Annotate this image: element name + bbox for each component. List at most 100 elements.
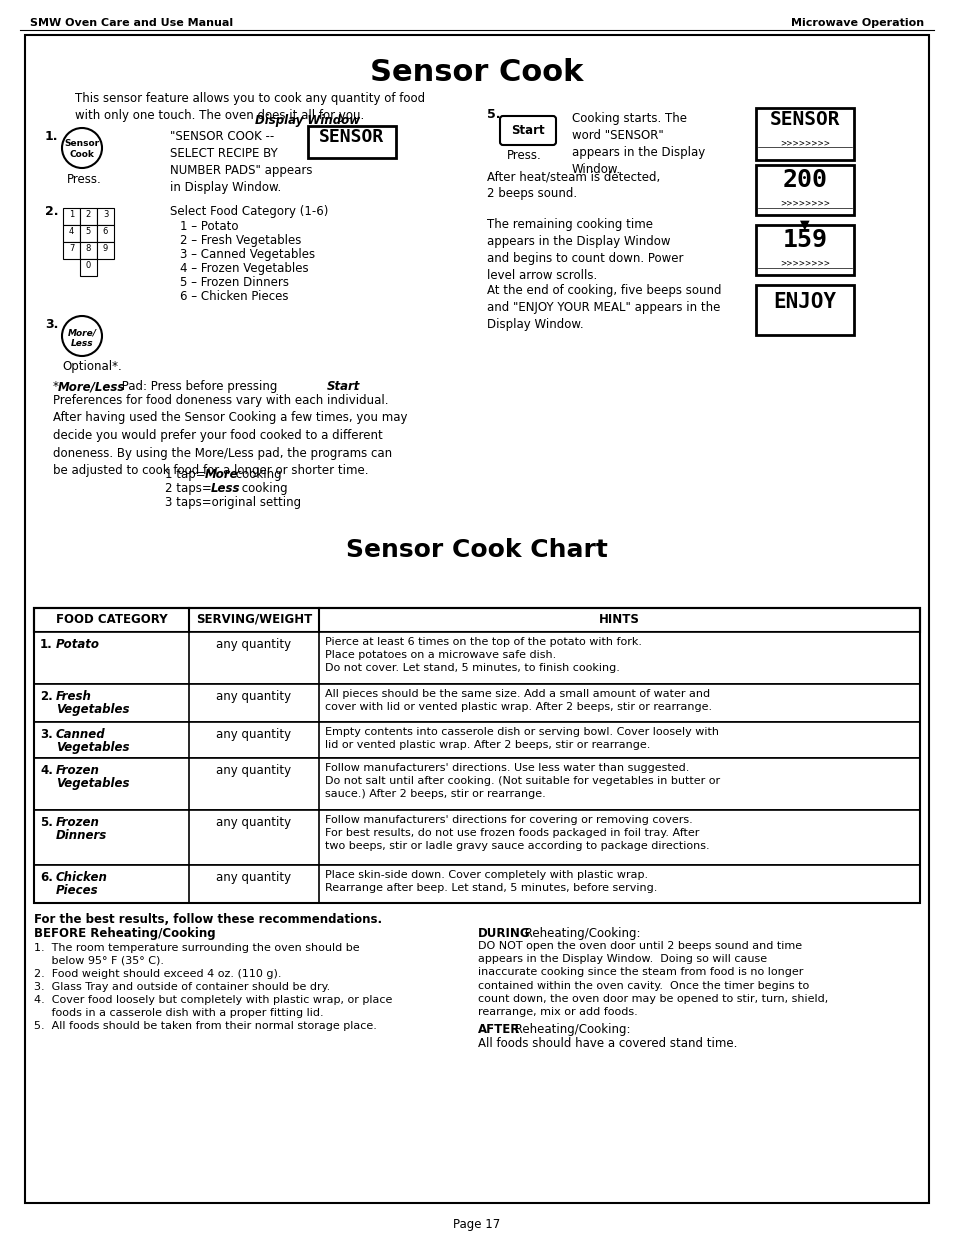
Text: 4 – Frozen Vegetables: 4 – Frozen Vegetables (180, 262, 309, 275)
Text: Sensor Cook: Sensor Cook (370, 58, 583, 86)
Bar (34, 684, 919, 722)
Text: 6: 6 (103, 227, 108, 236)
Text: any quantity: any quantity (216, 816, 292, 829)
Text: More: More (205, 468, 238, 480)
Text: Vegetables: Vegetables (56, 741, 130, 755)
Bar (80, 242, 97, 259)
Text: any quantity: any quantity (216, 764, 292, 777)
Bar (755, 225, 853, 275)
Text: Pieces: Pieces (56, 884, 98, 897)
FancyBboxPatch shape (499, 116, 556, 144)
Text: Place skin-side down. Cover completely with plastic wrap.
Rearrange after beep. : Place skin-side down. Cover completely w… (325, 869, 657, 893)
Text: 0: 0 (86, 261, 91, 270)
Text: 5.  All foods should be taken from their normal storage place.: 5. All foods should be taken from their … (34, 1021, 376, 1031)
Text: 5 – Frozen Dinners: 5 – Frozen Dinners (180, 275, 289, 289)
Text: More/
Less: More/ Less (68, 329, 96, 348)
Text: Press.: Press. (506, 149, 541, 162)
Text: 4: 4 (69, 227, 74, 236)
Text: >>>>>>>>: >>>>>>>> (780, 138, 829, 147)
Text: 1 tap=: 1 tap= (165, 468, 206, 480)
Text: SERVING/WEIGHT: SERVING/WEIGHT (195, 613, 312, 626)
Text: >>>>>>>>: >>>>>>>> (780, 258, 829, 267)
Text: SMW Oven Care and Use Manual: SMW Oven Care and Use Manual (30, 19, 233, 28)
Text: 3 – Canned Vegetables: 3 – Canned Vegetables (180, 248, 314, 261)
Text: "SENSOR COOK --
SELECT RECIPE BY
NUMBER PADS" appears
in Display Window.: "SENSOR COOK -- SELECT RECIPE BY NUMBER … (170, 130, 313, 194)
Text: 6 – Chicken Pieces: 6 – Chicken Pieces (180, 290, 288, 303)
Bar (34, 632, 919, 684)
Text: .: . (353, 380, 356, 393)
Text: Fresh: Fresh (56, 690, 91, 703)
Text: Frozen: Frozen (56, 816, 100, 829)
Text: 8: 8 (86, 245, 91, 253)
Text: SENSOR: SENSOR (319, 128, 384, 146)
Bar (34, 608, 919, 632)
Text: Empty contents into casserole dish or serving bowl. Cover loosely with
lid or ve: Empty contents into casserole dish or se… (325, 727, 719, 750)
Text: 2.  Food weight should exceed 4 oz. (110 g).: 2. Food weight should exceed 4 oz. (110 … (34, 969, 281, 979)
Text: Vegetables: Vegetables (56, 777, 130, 790)
Text: 4.: 4. (40, 764, 52, 777)
Text: 4.  Cover food loosely but completely with plastic wrap, or place
     foods in : 4. Cover food loosely but completely wit… (34, 995, 392, 1018)
Text: After heat/steam is detected,
2 beeps sound.: After heat/steam is detected, 2 beeps so… (486, 170, 659, 200)
Text: SENSOR: SENSOR (769, 110, 840, 128)
Text: Page 17: Page 17 (453, 1218, 500, 1231)
Bar (80, 225, 97, 242)
Bar (34, 810, 919, 864)
Text: 7: 7 (69, 245, 74, 253)
Bar (63, 225, 80, 242)
Text: Chicken: Chicken (56, 871, 108, 884)
Text: HINTS: HINTS (598, 613, 639, 626)
Text: Reheating/Cooking:: Reheating/Cooking: (511, 1023, 630, 1036)
Text: Preferences for food doneness vary with each individual.
After having used the S: Preferences for food doneness vary with … (53, 394, 407, 477)
Text: Follow manufacturers' directions. Use less water than suggested.
Do not salt unt: Follow manufacturers' directions. Use le… (325, 763, 720, 799)
Text: Vegetables: Vegetables (56, 703, 130, 716)
Circle shape (62, 128, 102, 168)
Text: Pad: Press before pressing: Pad: Press before pressing (118, 380, 281, 393)
Text: ▼: ▼ (800, 219, 809, 231)
Bar (755, 165, 853, 215)
Text: Display Window: Display Window (254, 114, 359, 127)
Bar (63, 207, 80, 225)
Text: All pieces should be the same size. Add a small amount of water and
cover with l: All pieces should be the same size. Add … (325, 689, 711, 711)
Text: 1.  The room temperature surrounding the oven should be
     below 95° F (35° C): 1. The room temperature surrounding the … (34, 944, 359, 966)
Text: >>>>>>>>: >>>>>>>> (780, 198, 829, 207)
Text: AFTER: AFTER (477, 1023, 519, 1036)
Text: *: * (53, 380, 59, 393)
Bar (34, 758, 919, 810)
Text: 3.: 3. (45, 317, 58, 331)
Text: DURING: DURING (477, 927, 530, 940)
Text: 3: 3 (103, 210, 108, 219)
Text: any quantity: any quantity (216, 690, 292, 703)
Text: Cooking starts. The
word "SENSOR"
appears in the Display
Window.: Cooking starts. The word "SENSOR" appear… (572, 112, 704, 177)
Text: 5.: 5. (40, 816, 52, 829)
Bar (80, 259, 97, 275)
Text: 2.: 2. (45, 205, 58, 219)
Text: Canned: Canned (56, 727, 106, 741)
Text: This sensor feature allows you to cook any quantity of food
with only one touch.: This sensor feature allows you to cook a… (75, 91, 425, 122)
Text: 3.  Glass Tray and outside of container should be dry.: 3. Glass Tray and outside of container s… (34, 982, 330, 992)
Bar (34, 608, 919, 903)
Text: Start: Start (511, 124, 544, 137)
Bar (63, 242, 80, 259)
Text: 1 – Potato: 1 – Potato (180, 220, 238, 233)
Text: All foods should have a covered stand time.: All foods should have a covered stand ti… (477, 1037, 737, 1050)
Text: 5.: 5. (486, 107, 500, 121)
Text: 2.: 2. (40, 690, 52, 703)
Text: For the best results, follow these recommendations.: For the best results, follow these recom… (34, 913, 382, 926)
Text: Optional*.: Optional*. (62, 359, 122, 373)
Bar (97, 225, 113, 242)
Bar (34, 864, 919, 903)
Text: 6.: 6. (40, 871, 52, 884)
Bar (97, 207, 113, 225)
Text: cooking: cooking (237, 482, 287, 495)
Text: 9: 9 (103, 245, 108, 253)
Text: any quantity: any quantity (216, 871, 292, 884)
Text: 200: 200 (781, 168, 826, 191)
Bar (308, 126, 395, 158)
Text: 5: 5 (86, 227, 91, 236)
Bar (755, 107, 853, 161)
Text: Dinners: Dinners (56, 829, 107, 842)
Text: Potato: Potato (56, 638, 100, 651)
Text: any quantity: any quantity (216, 727, 292, 741)
Text: BEFORE Reheating/Cooking: BEFORE Reheating/Cooking (34, 927, 215, 940)
Text: cooking: cooking (232, 468, 281, 480)
